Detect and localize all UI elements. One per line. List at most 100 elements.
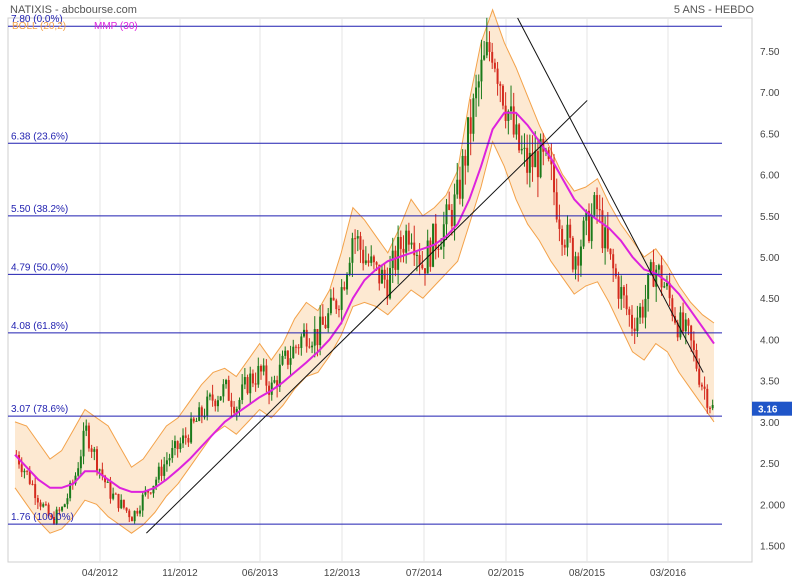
fibonacci-label: 4.08 (61.8%)	[11, 321, 68, 332]
candle-body	[493, 62, 496, 69]
candle-body	[405, 230, 408, 253]
candle-body	[66, 498, 69, 505]
last-price-badge	[752, 401, 792, 416]
candle-body	[346, 274, 349, 290]
fibonacci-label: 1.76 (100.0%)	[11, 512, 74, 523]
candle-body	[125, 507, 128, 511]
candle-body	[434, 223, 437, 249]
candle-body	[415, 254, 418, 256]
y-tick-label: 7.00	[760, 88, 780, 99]
candle-body	[128, 510, 131, 518]
y-tick-label: 4.50	[760, 294, 780, 305]
fibonacci-label: 5.50 (38.2%)	[11, 204, 68, 215]
candle-body	[149, 492, 152, 494]
candle-body	[671, 298, 674, 316]
candle-body	[292, 346, 295, 359]
candle-body	[501, 85, 504, 106]
candle-body	[512, 106, 515, 135]
fibonacci-label: 3.07 (78.6%)	[11, 404, 68, 415]
candle-body	[633, 328, 636, 331]
candle-body	[222, 384, 225, 397]
candle-body	[458, 179, 461, 199]
candle-body	[184, 435, 187, 438]
candle-body	[526, 147, 529, 173]
last-price-value: 3.16	[758, 405, 778, 416]
candle-body	[332, 297, 335, 301]
candle-body	[79, 456, 82, 469]
candle-body	[644, 298, 647, 318]
candle-body	[703, 386, 706, 389]
x-tick-label: 03/2016	[650, 568, 687, 579]
candle-body	[120, 499, 123, 509]
legend-entry: BOLL (20,2)	[12, 21, 66, 32]
bollinger-band-area	[15, 9, 714, 534]
candle-body	[582, 220, 585, 247]
y-tick-label: 2.50	[760, 459, 780, 470]
candle-body	[542, 138, 545, 152]
candle-body	[523, 147, 526, 149]
candle-body	[308, 346, 311, 348]
candle-body	[112, 493, 115, 499]
candle-body	[389, 268, 392, 299]
candle-body	[682, 312, 685, 332]
candle-body	[442, 224, 445, 247]
candle-body	[200, 407, 203, 417]
candle-body	[410, 242, 413, 245]
candle-body	[42, 504, 45, 507]
candle-body	[270, 382, 273, 395]
candle-body	[90, 448, 93, 452]
candle-body	[144, 490, 147, 495]
candle-body	[706, 388, 709, 408]
candle-body	[227, 380, 230, 401]
candle-body	[34, 484, 37, 499]
bollinger-lower-line	[14, 140, 715, 534]
candle-body	[52, 516, 55, 524]
x-tick-label: 02/2015	[488, 568, 525, 579]
candle-body	[423, 268, 426, 274]
candle-body	[241, 384, 244, 400]
candle-body	[418, 254, 421, 265]
candle-body	[297, 347, 300, 349]
candle-body	[335, 300, 338, 310]
candle-body	[399, 236, 402, 249]
candle-body	[609, 248, 612, 255]
candle-body	[230, 400, 233, 407]
candle-body	[294, 346, 297, 348]
candle-body	[324, 324, 327, 329]
candle-body	[165, 460, 168, 465]
candle-body	[87, 425, 90, 449]
candle-body	[437, 248, 440, 250]
candle-body	[211, 394, 214, 401]
candle-body	[606, 227, 609, 249]
candle-body	[483, 55, 486, 60]
candle-body	[206, 396, 209, 417]
candle-body	[122, 499, 125, 508]
candle-body	[284, 350, 287, 356]
candle-body	[259, 365, 262, 372]
candle-body	[36, 498, 39, 503]
candle-body	[163, 464, 166, 476]
candle-body	[711, 405, 714, 409]
candle-body	[579, 246, 582, 266]
candle-body	[402, 248, 405, 253]
candle-body	[20, 464, 23, 473]
candle-body	[679, 312, 682, 338]
candle-body	[622, 287, 625, 296]
candle-body	[257, 365, 260, 385]
candle-body	[625, 295, 628, 310]
candle-body	[453, 194, 456, 227]
y-tick-label: 5.50	[760, 212, 780, 223]
candle-body	[104, 475, 107, 483]
candle-body	[58, 509, 61, 511]
fibonacci-label: 7.80 (0.0%)	[11, 14, 63, 25]
candle-body	[195, 420, 198, 422]
candle-body	[238, 399, 241, 410]
candle-body	[668, 282, 671, 299]
x-tick-label: 12/2013	[324, 568, 361, 579]
candle-body	[386, 279, 389, 299]
candle-body	[106, 481, 109, 483]
y-tick-label: 6.00	[760, 171, 780, 182]
candle-body	[216, 400, 219, 407]
candle-body	[461, 155, 464, 199]
